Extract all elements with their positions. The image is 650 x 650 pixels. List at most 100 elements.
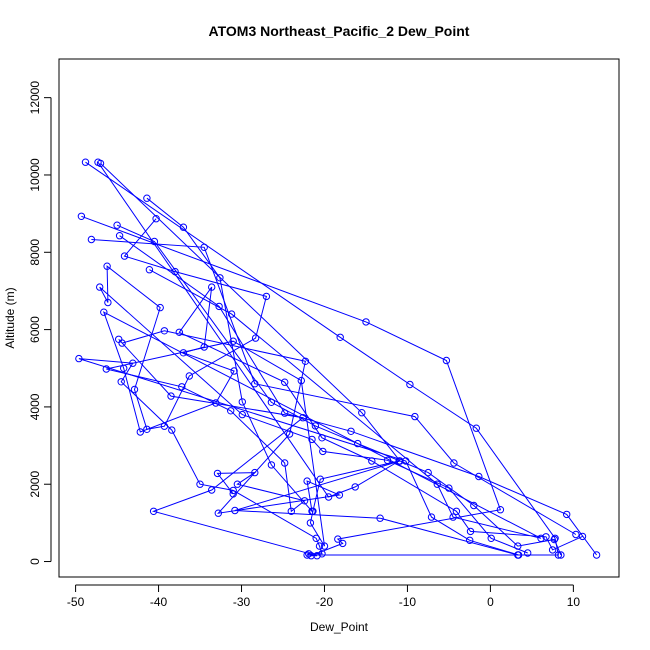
data-point xyxy=(145,266,154,274)
series-line xyxy=(91,239,577,535)
y-tick-label: 12000 xyxy=(28,81,42,115)
data-point xyxy=(238,398,247,406)
data-point xyxy=(475,472,483,481)
data-point xyxy=(442,356,451,365)
data-point xyxy=(351,483,359,491)
data-point xyxy=(120,252,129,260)
data-point xyxy=(118,339,126,347)
data-point xyxy=(208,486,216,494)
data-point xyxy=(563,510,571,519)
data-point xyxy=(251,468,259,477)
data-point xyxy=(96,159,105,168)
x-tick-label: 10 xyxy=(567,595,581,609)
data-point xyxy=(149,507,158,515)
data-point xyxy=(130,385,139,394)
data-point xyxy=(229,337,237,345)
data-point xyxy=(150,237,159,246)
data-point xyxy=(303,551,311,559)
data-point xyxy=(339,539,347,548)
data-point xyxy=(368,457,376,465)
data-point xyxy=(281,459,289,467)
data-point xyxy=(557,551,565,559)
series-line xyxy=(99,218,528,554)
x-tick-label: 0 xyxy=(487,595,494,609)
plot-box xyxy=(58,58,620,578)
x-tick-label: -40 xyxy=(150,595,168,609)
data-point xyxy=(313,552,321,560)
data-point xyxy=(208,283,216,291)
data-point xyxy=(297,376,305,385)
data-series xyxy=(113,221,565,559)
data-point xyxy=(113,221,121,229)
data-point xyxy=(216,274,224,282)
data-point xyxy=(311,422,320,430)
data-point xyxy=(466,536,474,544)
y-tick-label: 4000 xyxy=(28,393,42,420)
data-point xyxy=(336,333,344,341)
data-series xyxy=(100,266,587,554)
x-tick-label: -20 xyxy=(316,595,334,609)
data-series xyxy=(118,194,344,517)
data-point xyxy=(450,459,458,467)
data-point xyxy=(472,424,480,432)
data-point xyxy=(318,550,326,558)
data-point xyxy=(318,434,326,442)
data-series xyxy=(115,232,601,559)
y-axis: 0 2000 4000 6000 8000 10000 12000 xyxy=(28,81,52,565)
data-point xyxy=(347,427,355,435)
data-point xyxy=(496,506,505,514)
data-point xyxy=(307,552,315,560)
data-point xyxy=(537,534,545,542)
data-point xyxy=(315,542,324,550)
data-point xyxy=(396,457,404,465)
data-point xyxy=(572,530,580,539)
y-tick-label: 2000 xyxy=(28,471,42,498)
data-point xyxy=(262,292,271,301)
data-point xyxy=(175,328,184,336)
data-point xyxy=(168,426,176,434)
data-point xyxy=(445,484,453,492)
data-point xyxy=(449,513,457,521)
data-point xyxy=(212,399,220,407)
data-point xyxy=(514,551,522,559)
data-point xyxy=(542,533,550,541)
data-point xyxy=(200,243,208,252)
data-point xyxy=(179,349,188,357)
data-point xyxy=(129,359,137,367)
series-line xyxy=(121,197,342,514)
x-tick-label: -10 xyxy=(399,595,417,609)
data-point xyxy=(358,409,366,417)
data-point xyxy=(214,509,223,517)
series-line xyxy=(97,161,400,547)
y-tick-label: 6000 xyxy=(28,316,42,343)
series-line xyxy=(119,235,598,556)
plot-area: -50 -40 -30 -20 -10 0 10 0 2000 4000 6000 8000 1000… xyxy=(28,58,620,609)
data-point xyxy=(320,542,329,550)
data-point xyxy=(287,507,295,515)
chart-title: ATOM3 Northeast_Pacific_2 Dew_Point xyxy=(209,23,470,39)
data-point xyxy=(185,372,194,380)
series-line xyxy=(116,224,562,556)
data-point xyxy=(406,380,414,389)
data-point xyxy=(167,392,175,400)
data-point xyxy=(578,532,587,541)
data-point xyxy=(156,303,164,312)
data-point xyxy=(233,480,242,488)
data-point xyxy=(592,551,601,559)
y-tick-label: 8000 xyxy=(28,239,42,266)
data-point xyxy=(196,480,204,488)
data-point xyxy=(362,318,370,326)
data-point xyxy=(102,365,111,373)
data-point xyxy=(215,302,223,311)
data-point xyxy=(251,334,260,342)
data-point xyxy=(87,235,96,244)
data-point xyxy=(77,212,86,221)
data-point xyxy=(335,491,344,499)
data-point xyxy=(554,551,563,559)
data-point xyxy=(103,262,111,270)
data-point xyxy=(200,343,208,351)
y-axis-label: Altitude (m) xyxy=(3,287,17,348)
data-point xyxy=(143,194,151,202)
series-line xyxy=(78,161,560,556)
